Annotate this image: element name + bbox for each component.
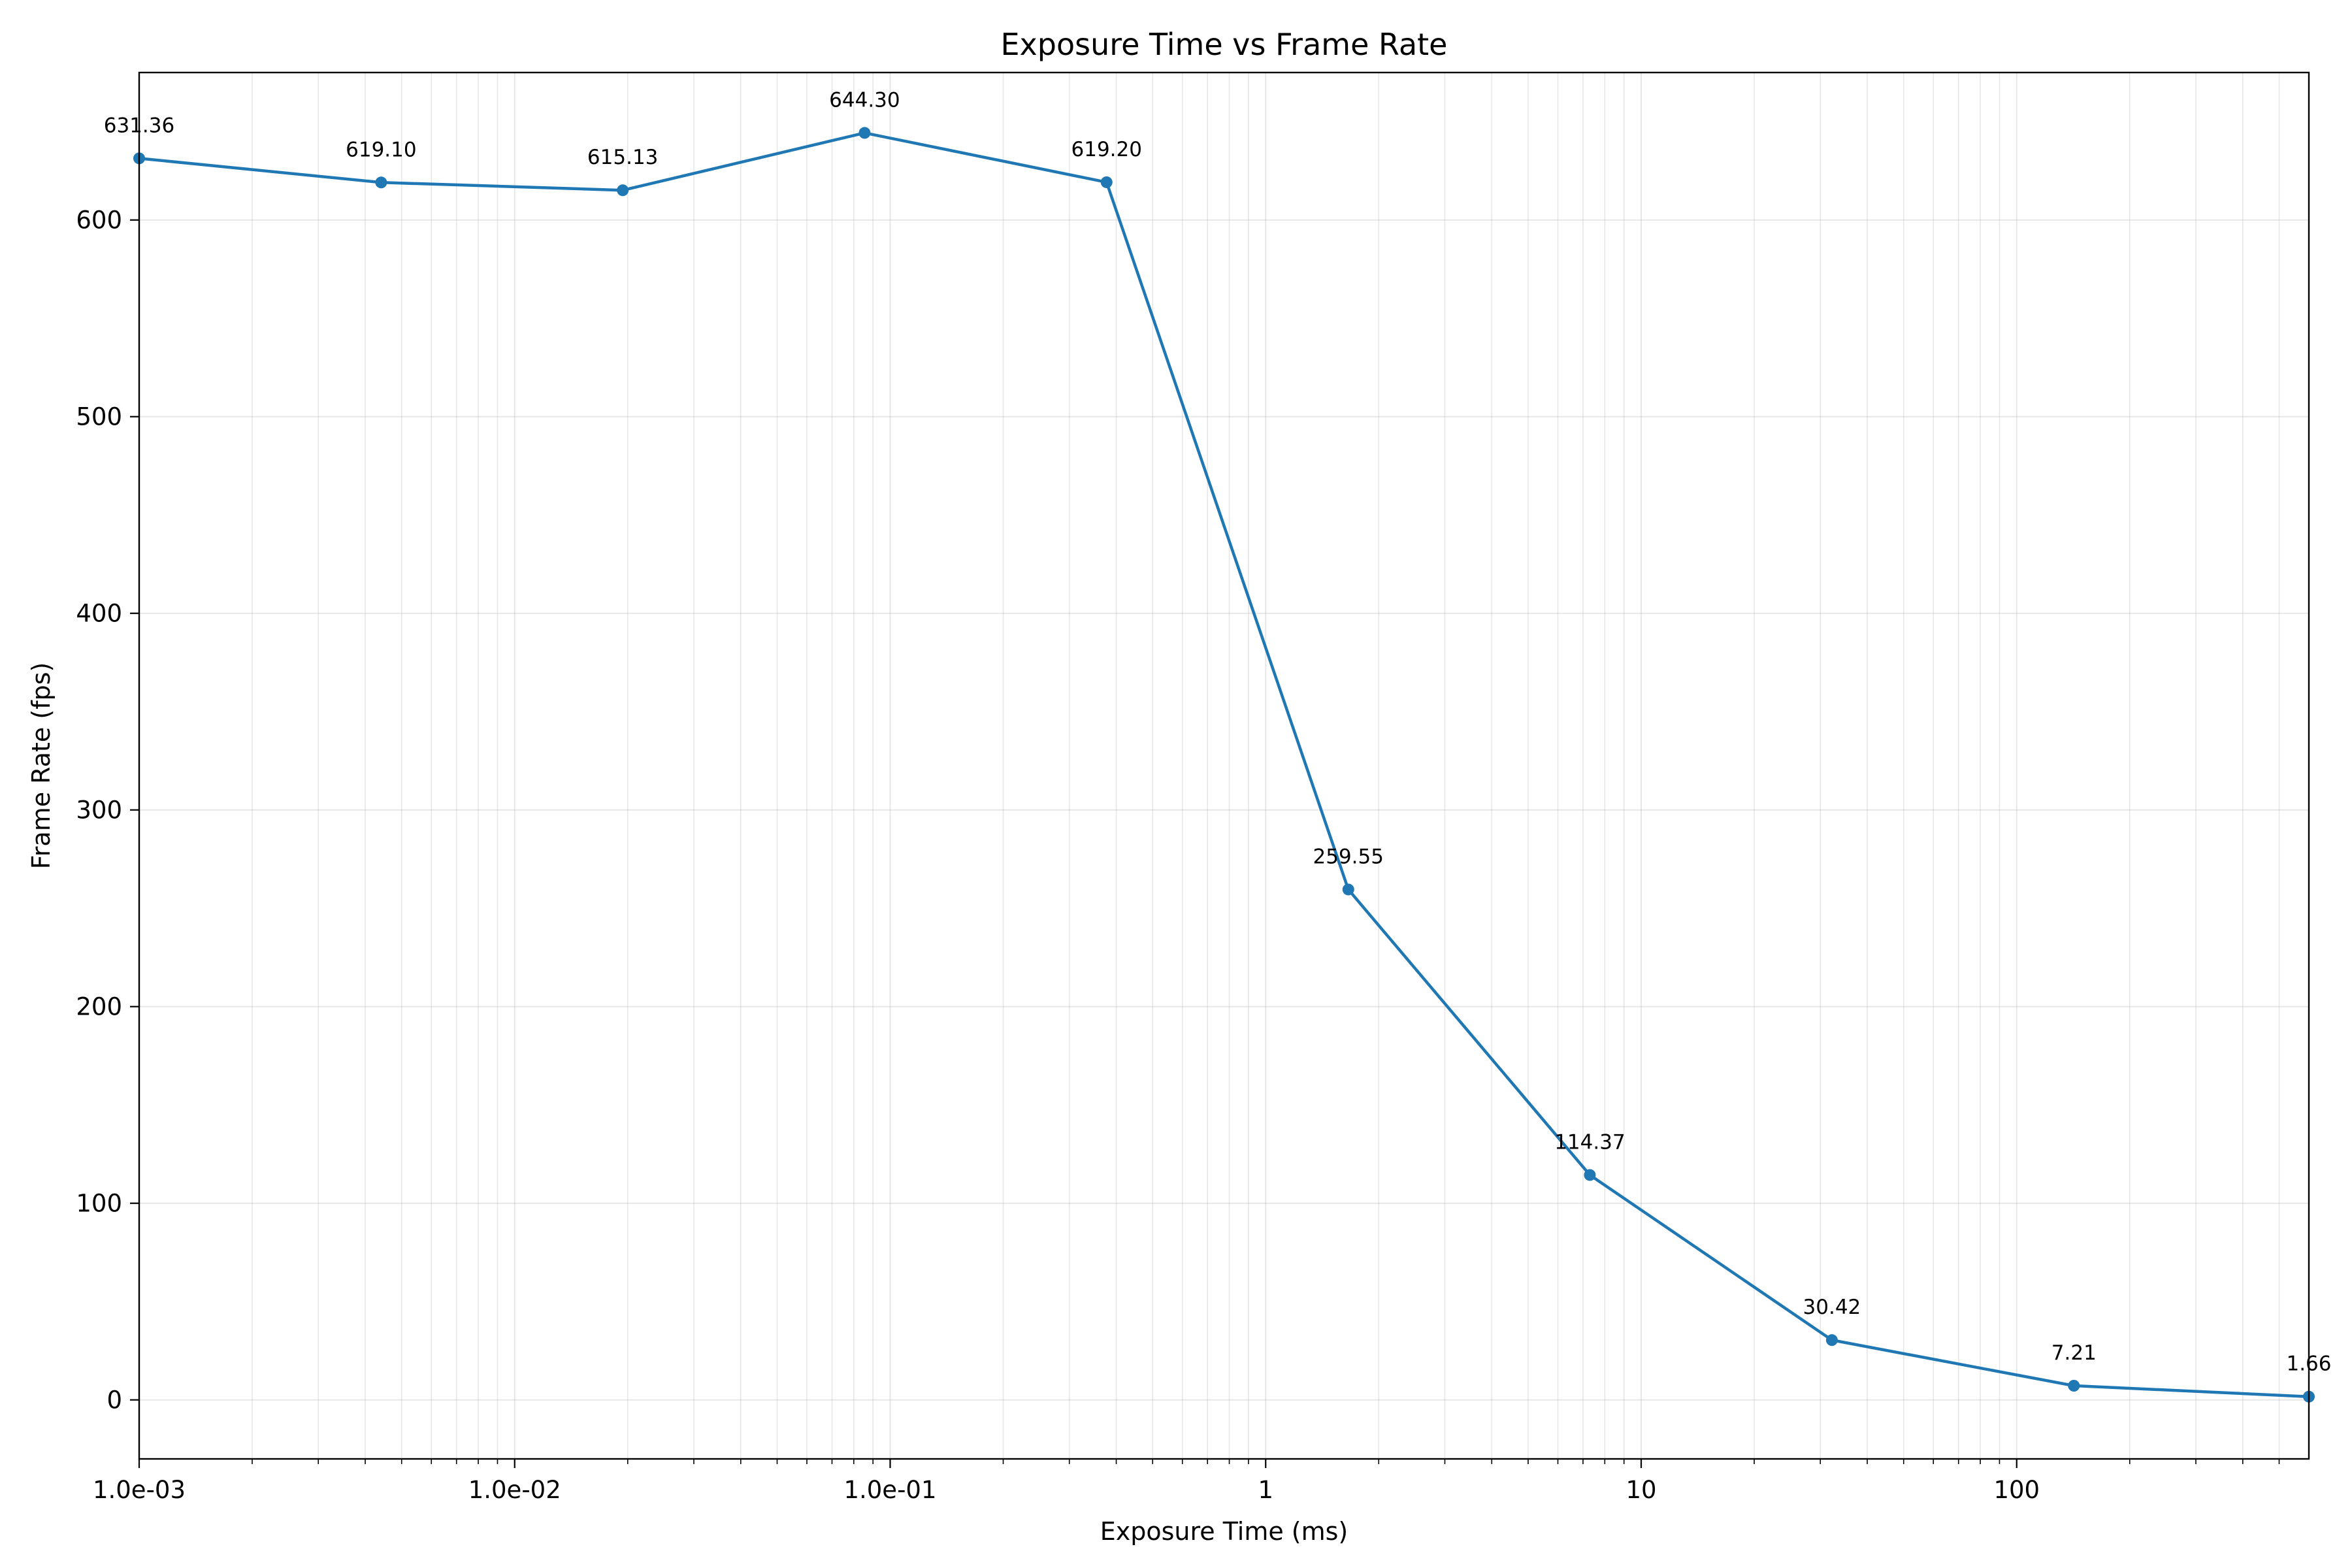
data-label: 619.10 [346,138,416,161]
data-label: 114.37 [1554,1130,1625,1154]
data-labels: 631.36 619.10 615.13 644.30 619.20 259.55 114.… [104,88,2332,1375]
data-point [617,184,629,197]
ticks: 1.0e-03 1.0e-02 1.0e-01 1 10 100 0 100 200 300 400… [76,206,2280,1504]
series-line [139,131,2310,1398]
chart-title: Exposure Time vs Frame Rate [1000,27,1447,62]
x-tick-label: 10 [1625,1476,1656,1504]
data-point [1342,883,1354,896]
data-label: 259.55 [1313,845,1384,868]
y-tick-label: 300 [76,796,122,825]
x-tick-label: 1.0e-01 [843,1476,936,1504]
data-point [1100,176,1113,188]
x-tick-label: 1.0e-02 [468,1476,561,1504]
data-label: 7.21 [2051,1341,2097,1365]
data-label: 619.20 [1071,138,1142,161]
y-tick-label: 100 [76,1190,122,1218]
y-tick-label: 500 [76,403,122,431]
data-point [375,176,387,189]
data-label: 1.66 [2286,1352,2331,1376]
grid [139,73,2309,1459]
plot-frame [138,71,2310,1460]
data-point [1825,1334,1838,1347]
x-tick-label: 1 [1258,1476,1273,1504]
y-tick-label: 200 [76,993,122,1021]
y-axis-label: Frame Rate (fps) [27,662,56,870]
data-point [858,127,871,139]
x-axis-label: Exposure Time (ms) [1100,1517,1348,1546]
data-point [2068,1380,2080,1392]
data-label: 644.30 [829,88,900,112]
y-tick-label: 600 [76,206,122,235]
x-tick-label: 1.0e-03 [93,1476,186,1504]
data-label: 631.36 [104,114,174,137]
x-tick-label: 100 [1993,1476,2040,1504]
data-label: 615.13 [587,146,658,169]
y-tick-label: 400 [76,600,122,628]
data-label: 30.42 [1803,1296,1861,1319]
data-point [1584,1169,1596,1181]
y-tick-label: 0 [106,1386,122,1414]
